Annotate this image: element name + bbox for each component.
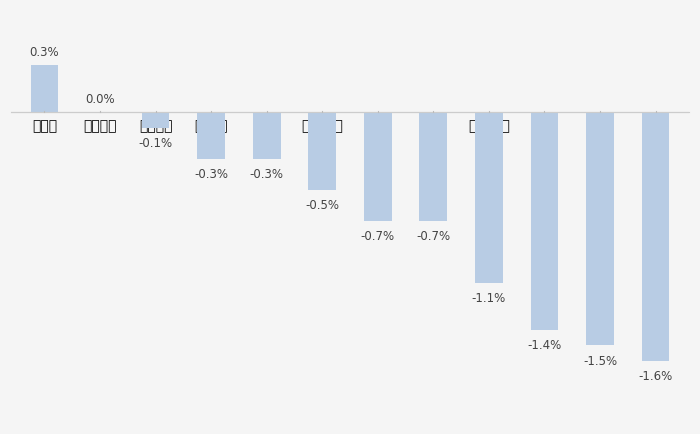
Bar	[586, 112, 614, 345]
Bar	[642, 112, 669, 361]
Bar	[141, 112, 169, 128]
Bar	[364, 112, 392, 221]
Text: -1.1%: -1.1%	[472, 293, 506, 306]
Bar	[253, 112, 281, 159]
Bar	[475, 112, 503, 283]
Bar	[31, 66, 58, 112]
Text: 0.3%: 0.3%	[29, 46, 60, 59]
Text: -1.4%: -1.4%	[527, 339, 561, 352]
Text: -0.1%: -0.1%	[139, 137, 173, 150]
Text: -0.7%: -0.7%	[360, 230, 395, 243]
Text: 0.0%: 0.0%	[85, 93, 115, 106]
Bar	[531, 112, 559, 330]
Bar	[419, 112, 447, 221]
Text: -0.3%: -0.3%	[250, 168, 284, 181]
Text: -0.7%: -0.7%	[416, 230, 450, 243]
Text: -0.3%: -0.3%	[194, 168, 228, 181]
Text: -1.6%: -1.6%	[638, 370, 673, 383]
Text: -0.5%: -0.5%	[305, 199, 340, 212]
Bar	[197, 112, 225, 159]
Bar	[308, 112, 336, 190]
Text: -1.5%: -1.5%	[583, 355, 617, 368]
